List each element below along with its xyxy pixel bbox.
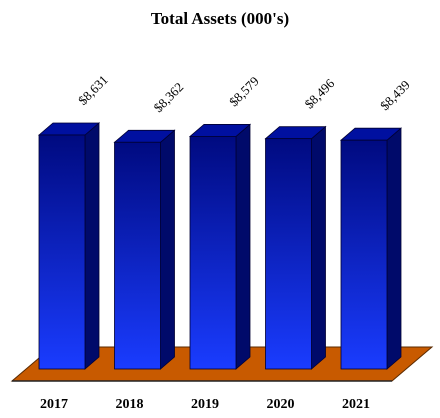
bar <box>265 138 312 370</box>
x-tick-label: 2019 <box>191 397 219 412</box>
x-tick-label: 2017 <box>40 397 68 412</box>
value-label: $8,496 <box>301 75 337 111</box>
bar <box>340 139 388 370</box>
bar <box>38 134 86 370</box>
value-label: $8,631 <box>75 72 111 108</box>
bar-side <box>160 129 175 370</box>
chart-title: Total Assets (000's) <box>151 9 289 28</box>
bar-side <box>84 122 100 370</box>
value-label: $8,579 <box>226 73 262 109</box>
bar <box>189 136 237 370</box>
bar <box>114 141 161 370</box>
value-label: $8,439 <box>377 77 413 113</box>
value-label: $8,362 <box>150 79 186 115</box>
x-tick-label: 2020 <box>267 397 295 412</box>
bar-side <box>386 127 402 370</box>
bar-side <box>235 123 251 370</box>
bar-side <box>311 125 326 370</box>
x-tick-label: 2018 <box>116 397 144 412</box>
x-tick-label: 2021 <box>342 397 370 412</box>
